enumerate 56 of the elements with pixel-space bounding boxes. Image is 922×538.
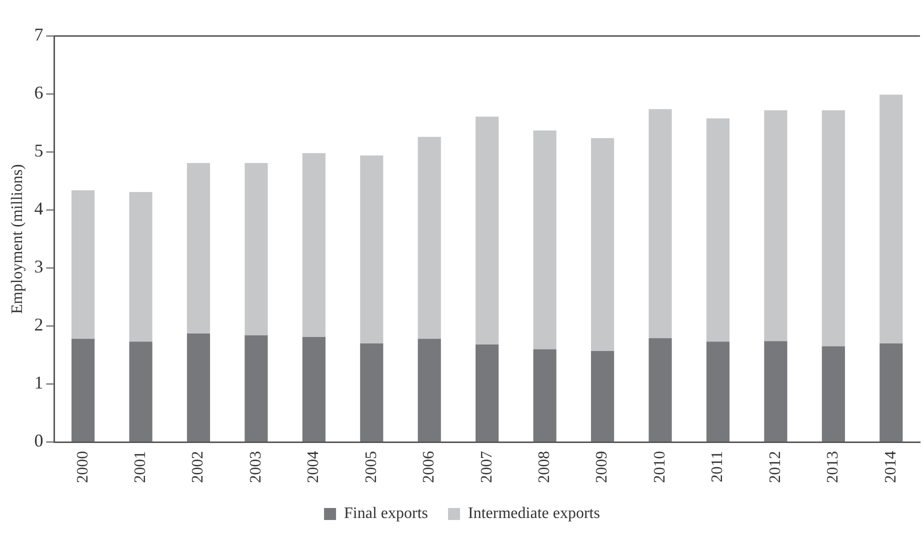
x-tick-label: 2002: [190, 451, 207, 483]
y-tick-label: 2: [34, 314, 44, 335]
bar: [590, 138, 614, 351]
bar: [822, 346, 845, 442]
bar: [129, 342, 152, 442]
x-tick-label: 2013: [824, 451, 842, 483]
bar: [186, 334, 210, 442]
bar: [418, 136, 441, 339]
y-tick-label: 4: [34, 198, 44, 219]
bar: [244, 335, 268, 442]
x-tick-label: 2005: [362, 451, 380, 483]
bar: [533, 349, 556, 442]
y-axis-title: Employment (millions): [8, 164, 26, 314]
bar: [764, 110, 788, 342]
bar: [648, 338, 672, 442]
bar: [590, 350, 614, 442]
x-tick-label: 2003: [247, 451, 264, 483]
bar: [360, 343, 384, 442]
bar: [476, 116, 499, 345]
bar: [533, 130, 556, 350]
x-tick-label: 2014: [882, 451, 900, 483]
y-tick-label: 6: [34, 82, 44, 103]
x-tick-label: 2004: [305, 451, 322, 483]
bar: [302, 337, 326, 442]
y-tick-label: 5: [34, 140, 44, 161]
bar: [360, 155, 384, 344]
bar: [880, 94, 903, 344]
bar: [706, 118, 730, 342]
bar: [418, 338, 441, 442]
bar: [476, 344, 499, 442]
x-tick-label: 2000: [74, 451, 92, 483]
legend-label: Intermediate exports: [468, 505, 600, 522]
bar: [706, 342, 730, 442]
y-tick-label: 0: [34, 430, 44, 451]
x-tick-label: 2007: [478, 451, 496, 483]
bar: [302, 153, 326, 338]
legend-label: Final exports: [344, 505, 428, 522]
x-tick-label: 2006: [420, 451, 438, 483]
bar: [186, 163, 210, 334]
x-tick-label: 2008: [536, 451, 554, 483]
bar: [129, 192, 152, 342]
x-tick-label: 2012: [766, 451, 784, 483]
bar: [72, 338, 95, 442]
bar: [822, 110, 845, 346]
x-tick-label: 2011: [709, 451, 726, 482]
y-tick-label: 1: [34, 372, 44, 393]
y-tick-label: 7: [34, 24, 44, 45]
bar: [764, 341, 788, 442]
y-tick-label: 3: [34, 256, 44, 277]
x-tick-label: 2001: [132, 451, 149, 483]
bar: [244, 163, 268, 336]
x-tick-label: 2009: [594, 451, 611, 483]
x-tick-label: 2010: [651, 451, 668, 483]
bar: [880, 343, 903, 442]
bar: [648, 109, 672, 338]
bar: [72, 190, 95, 339]
